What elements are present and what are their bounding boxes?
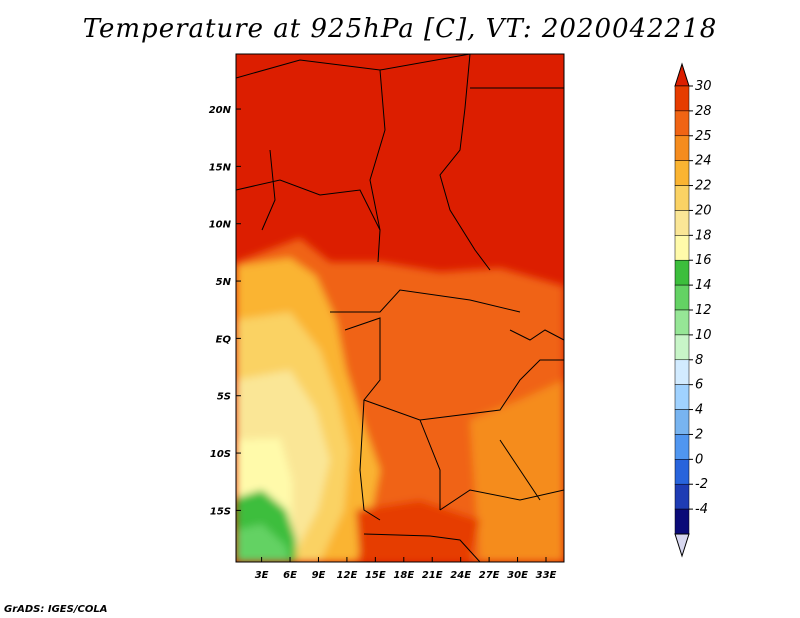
x-tick-label: 30E — [507, 570, 528, 581]
colorbar-swatch — [674, 210, 690, 236]
credit-label: GrADS: IGES/COLA — [4, 604, 108, 615]
x-tick-label: 21E — [422, 570, 443, 581]
colorbar-label: 12 — [695, 303, 712, 318]
colorbar-label: -2 — [695, 477, 708, 492]
colorbar-label: 25 — [695, 129, 712, 144]
colorbar-label: 24 — [695, 154, 712, 169]
colorbar-label: 0 — [695, 452, 703, 467]
colorbar-label: 22 — [695, 179, 712, 194]
y-tick-label: 10N — [209, 220, 232, 231]
map-field — [236, 54, 564, 562]
colorbar-top-triangle — [674, 62, 690, 87]
x-tick-label: 9E — [312, 570, 326, 581]
colorbar-swatch — [674, 235, 690, 261]
colorbar-label: 20 — [695, 203, 712, 218]
colorbar-swatch — [674, 85, 690, 112]
y-tick-label: 20N — [209, 105, 232, 116]
colorbar-label: 18 — [695, 228, 712, 243]
x-tick-label: 15E — [365, 570, 386, 581]
region-south-hot — [356, 500, 480, 562]
colorbar-swatch — [674, 384, 690, 410]
region-east-orange — [470, 380, 564, 562]
colorbar-swatch — [674, 409, 690, 435]
colorbar-swatch — [674, 185, 690, 211]
colorbar-label: 10 — [695, 328, 712, 343]
colorbar-swatch — [674, 359, 690, 385]
colorbar-label: 16 — [695, 253, 712, 268]
x-tick-label: 12E — [337, 570, 358, 581]
x-tick-label: 33E — [536, 570, 557, 581]
colorbar-swatch — [674, 284, 690, 311]
colorbar-swatch — [674, 508, 690, 535]
colorbar-swatch — [674, 459, 690, 485]
colorbar-swatch — [674, 160, 690, 186]
region-southwest-coolest — [236, 524, 290, 562]
y-tick-label: 10S — [210, 449, 231, 460]
colorbar-swatch — [674, 259, 690, 286]
country-borders — [236, 54, 564, 562]
colorbar-label: -4 — [695, 502, 708, 517]
colorbar-swatch — [674, 334, 690, 361]
y-tick-label: 15N — [209, 162, 232, 173]
x-axis: 3E 6E 9E 12E 15E 18E 21E 24E 27E 30E 33E — [255, 557, 557, 581]
y-tick-label: EQ — [216, 334, 232, 345]
y-tick-label: 5N — [216, 277, 232, 288]
colorbar-swatch — [674, 135, 690, 161]
colorbar-bottom-triangle — [674, 533, 690, 558]
colorbar-label: 28 — [695, 104, 712, 119]
y-tick-label: 5S — [217, 392, 231, 403]
colorbar-swatch — [674, 309, 690, 336]
colorbar-swatch — [674, 110, 690, 137]
x-tick-label: 27E — [479, 570, 500, 581]
x-tick-label: 18E — [393, 570, 414, 581]
colorbar-swatch — [674, 434, 690, 460]
colorbar-label: 6 — [695, 378, 703, 393]
chart-title: Temperature at 925hPa [C], VT: 202004221… — [82, 14, 718, 44]
y-tick-label: 15S — [210, 506, 231, 517]
colorbar-label: 30 — [695, 79, 712, 94]
colorbar-label: 8 — [695, 353, 703, 368]
y-axis: 20N 15N 10N 5N EQ 5S 10S 15S — [209, 105, 241, 517]
x-tick-label: 6E — [283, 570, 297, 581]
colorbar-label: 2 — [695, 427, 703, 442]
x-tick-label: 3E — [255, 570, 269, 581]
x-tick-label: 24E — [450, 570, 471, 581]
colorbar-label: 4 — [695, 403, 703, 418]
map-frame — [235, 53, 565, 563]
colorbar-label: 14 — [695, 278, 712, 293]
colorbar-swatch — [674, 483, 690, 510]
